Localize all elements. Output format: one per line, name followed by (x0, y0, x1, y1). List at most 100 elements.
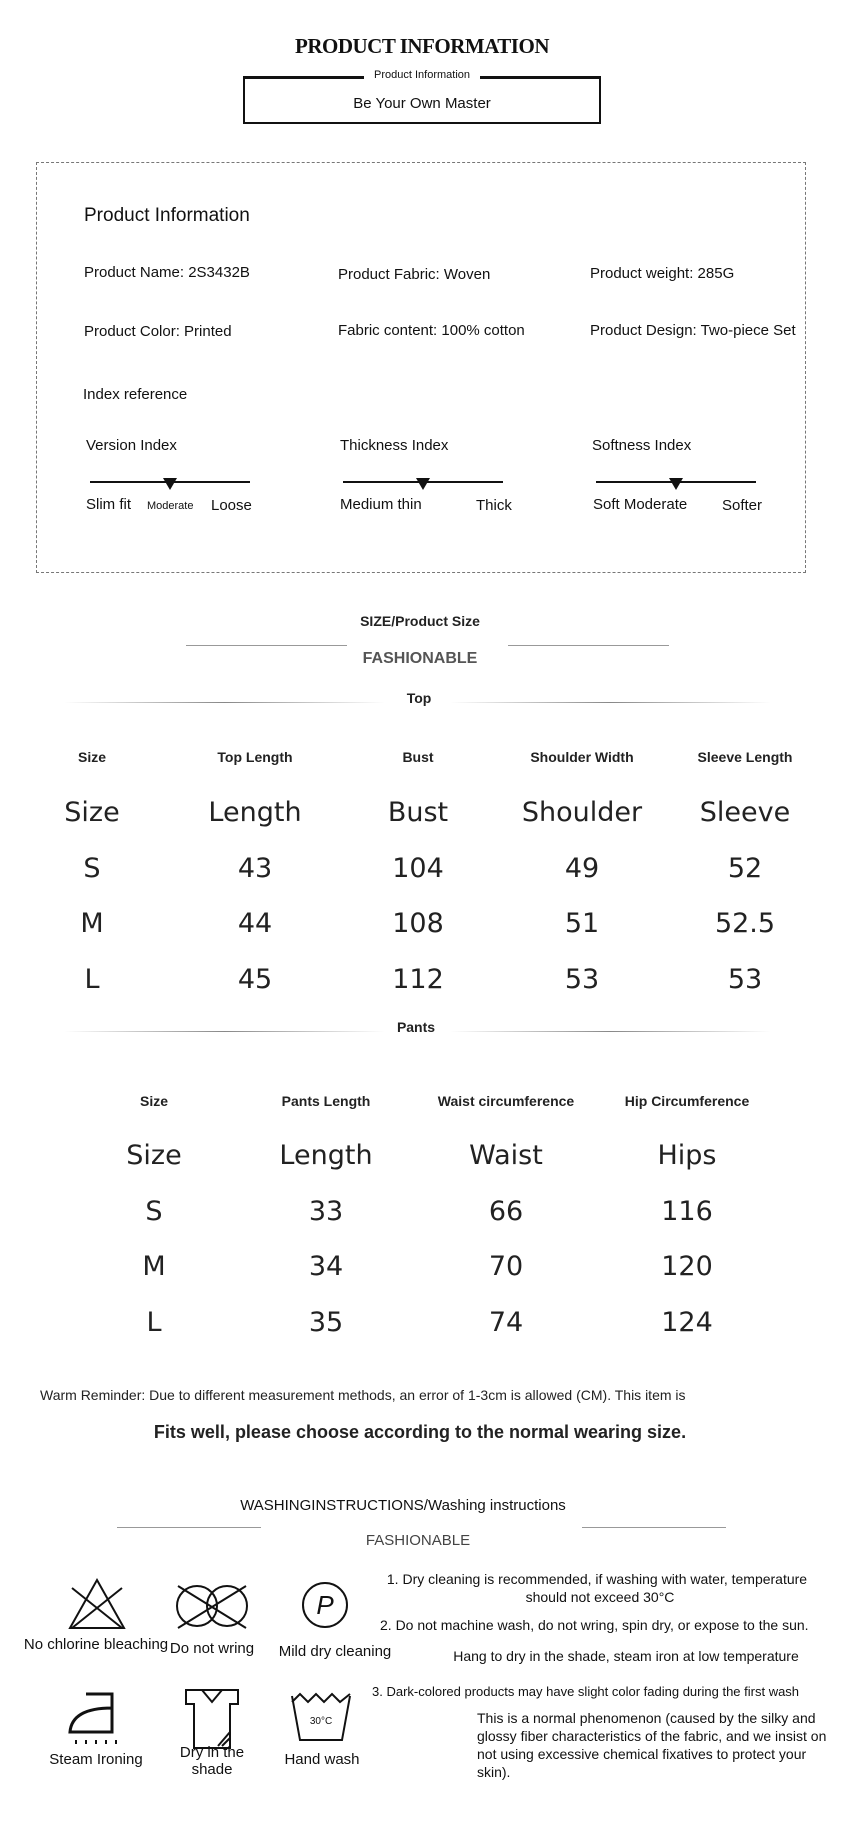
steam-iron-label: Steam Ironing (49, 1751, 143, 1768)
pants-cell: 33 (308, 1195, 344, 1227)
washing-subtitle: FASHIONABLE (365, 1532, 471, 1549)
top-cell: S (83, 852, 101, 884)
divider (450, 702, 771, 703)
top-cell: 108 (392, 908, 444, 939)
top-cell: 51 (564, 908, 600, 939)
no-wring-label: Do not wring (169, 1640, 255, 1657)
note-1b: should not exceed 30°C (525, 1589, 675, 1605)
top-header: Shoulder Width (530, 749, 634, 765)
top-header: Size (77, 749, 107, 765)
page-title: PRODUCT INFORMATION (295, 34, 549, 58)
size-title: SIZE/Product Size (360, 613, 480, 629)
top-header: Sleeve Length (697, 749, 793, 765)
pants-header: Pants Length (281, 1093, 371, 1109)
top-cell: Sleeve (699, 797, 791, 828)
top-cell: Bust (387, 797, 449, 828)
field-content: Fabric content: 100% cotton (338, 322, 525, 339)
note-3b: This is a normal phenomenon (caused by t… (477, 1710, 827, 1780)
softness-left-label: Soft Moderate (593, 496, 688, 513)
pants-cell: 124 (661, 1306, 713, 1338)
field-name: Product Name: 2S3432B (84, 264, 250, 281)
version-left-label: Slim fit (86, 496, 131, 513)
top-cell: M (80, 908, 104, 939)
no-bleach-label: No chlorine bleaching (23, 1636, 169, 1653)
pants-cell: S (145, 1195, 163, 1227)
top-cell: 49 (564, 852, 600, 884)
dry-shade-label: Dry in the shade (179, 1744, 245, 1778)
thickness-left-label: Medium thin (340, 496, 422, 513)
product-info-panel (36, 162, 806, 573)
top-cell: 53 (564, 963, 600, 995)
warm-reminder-2: Fits well, please choose according to th… (153, 1422, 687, 1442)
softness-index-marker (669, 478, 683, 490)
thickness-index-title: Thickness Index (340, 437, 449, 454)
top-cell: 44 (237, 908, 273, 939)
softness-index-title: Softness Index (592, 437, 692, 454)
top-cell: 43 (237, 852, 273, 884)
divider (508, 645, 669, 646)
hand-wash-icon: 30°C (291, 1692, 351, 1741)
thickness-index-marker (416, 478, 430, 490)
top-cell: 52.5 (714, 908, 776, 939)
top-cell: Size (64, 797, 120, 828)
pants-cell: 34 (308, 1251, 344, 1282)
size-subtitle: FASHIONABLE (362, 650, 478, 667)
pants-cell: L (146, 1306, 162, 1338)
divider (186, 645, 347, 646)
field-weight: Product weight: 285G (590, 265, 735, 282)
warm-reminder: Warm Reminder: Due to different measurem… (40, 1387, 686, 1403)
no-wring-icon (176, 1585, 248, 1629)
thickness-right-label: Thick (476, 497, 512, 514)
divider (117, 1527, 261, 1528)
top-cell: 112 (392, 963, 444, 995)
pants-cell: 116 (661, 1195, 713, 1227)
pants-cell: M (142, 1251, 166, 1282)
divider (450, 1031, 771, 1032)
note-1: 1. Dry cleaning is recommended, if washi… (386, 1571, 808, 1587)
top-cell: 45 (237, 963, 273, 995)
washing-title: WASHINGINSTRUCTIONS/Washing instructions (240, 1497, 566, 1514)
top-cell: L (84, 963, 100, 995)
top-cell: 52 (727, 852, 763, 884)
dry-clean-p-icon: P (302, 1582, 348, 1628)
pants-cell: Hips (657, 1140, 717, 1171)
field-design: Product Design: Two-piece Set (590, 322, 796, 339)
no-bleach-icon (68, 1577, 126, 1629)
divider (582, 1527, 726, 1528)
version-index-marker (163, 478, 177, 490)
note-2b: Hang to dry in the shade, steam iron at … (453, 1648, 799, 1664)
svg-text:P: P (316, 1590, 334, 1620)
slogan-box-label: Product Information (364, 69, 480, 81)
top-label: Top (406, 690, 432, 706)
pants-cell: 74 (488, 1306, 524, 1338)
field-fabric: Product Fabric: Woven (338, 266, 491, 283)
info-heading: Product Information (84, 205, 250, 226)
slogan: Be Your Own Master (353, 95, 491, 112)
pants-header: Waist circumference (437, 1093, 575, 1109)
version-right-label: Loose (211, 497, 252, 514)
pants-label: Pants (396, 1019, 436, 1035)
pants-cell: 66 (488, 1195, 524, 1227)
steam-iron-icon (68, 1692, 117, 1744)
top-cell: 53 (727, 963, 763, 995)
pants-header: Size (139, 1093, 169, 1109)
dry-clean-label: Mild dry cleaning (278, 1643, 392, 1660)
pants-cell: Waist (469, 1140, 543, 1171)
pants-cell: Size (126, 1140, 182, 1171)
version-index-title: Version Index (86, 437, 177, 454)
field-color: Product Color: Printed (84, 323, 232, 340)
top-header: Top Length (217, 749, 293, 765)
top-cell: 104 (392, 852, 444, 884)
pants-cell: 70 (488, 1251, 524, 1282)
top-header: Bust (402, 749, 434, 765)
svg-text:30°C: 30°C (310, 1716, 332, 1727)
pants-cell: 35 (308, 1306, 344, 1338)
version-mid-label: Moderate (147, 500, 194, 512)
divider (64, 702, 385, 703)
divider (64, 1031, 385, 1032)
hand-wash-label: Hand wash (284, 1751, 360, 1768)
note-2: 2. Do not machine wash, do not wring, sp… (380, 1617, 809, 1633)
pants-header: Hip Circumference (624, 1093, 750, 1109)
note-3: 3. Dark-colored products may have slight… (372, 1684, 800, 1699)
index-heading: Index reference (83, 386, 188, 403)
